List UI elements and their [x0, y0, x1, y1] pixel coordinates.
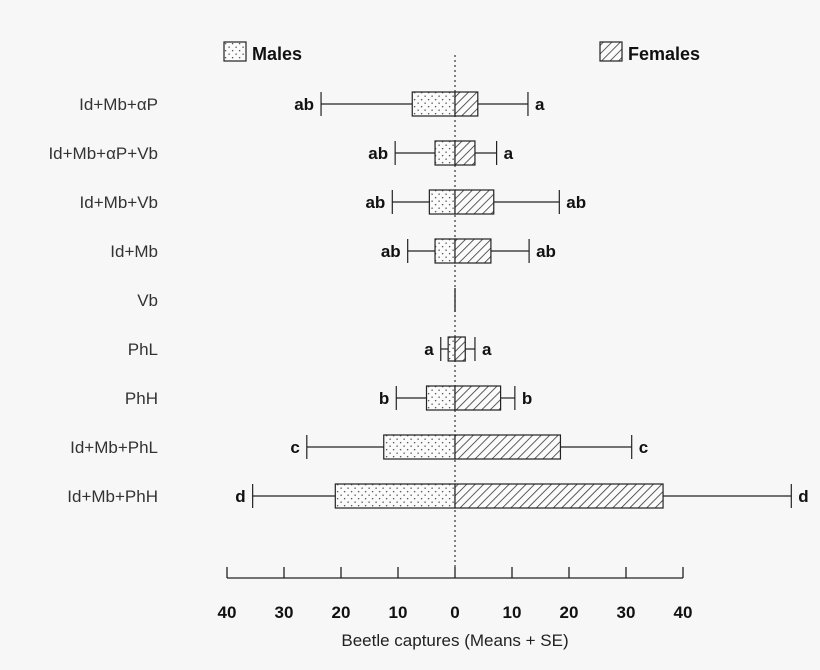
females-bar [454, 91, 479, 117]
males-bar [428, 189, 456, 215]
males-bar [425, 385, 456, 411]
row-2: Id+Mb+Vb ab ab [80, 189, 586, 215]
category-label: Id+Mb+αP [79, 95, 158, 114]
chart-rows: Id+Mb+αP ab aId+Mb+αP+Vb ab aId+Mb+Vb ab abId+… [48, 91, 809, 509]
legend-males-swatch [223, 41, 247, 62]
x-axis-title: Beetle captures (Means + SE) [341, 631, 568, 650]
females-sig-letter: a [482, 340, 492, 359]
x-tick-label: 30 [275, 603, 294, 622]
x-tick-label: 30 [617, 603, 636, 622]
males-sig-letter: b [379, 389, 389, 408]
row-6: PhH b b [125, 385, 532, 411]
females-bar [454, 483, 664, 509]
row-1: Id+Mb+αP+Vb ab a [48, 140, 514, 166]
females-sig-letter: ab [566, 193, 586, 212]
males-bar [411, 91, 456, 117]
category-label: Vb [137, 291, 158, 310]
x-tick-label: 20 [560, 603, 579, 622]
females-sig-letter: b [522, 389, 532, 408]
females-sig-letter: c [639, 438, 648, 457]
males-bar [383, 434, 456, 460]
females-sig-letter: a [504, 144, 514, 163]
category-label: PhL [128, 340, 158, 359]
row-3: Id+Mb ab ab [110, 238, 556, 264]
category-label: Id+Mb [110, 242, 158, 261]
males-bar [434, 238, 456, 264]
category-label: PhH [125, 389, 158, 408]
males-sig-letter: ab [294, 95, 314, 114]
row-5: PhL a a [128, 336, 492, 362]
females-bar [454, 336, 466, 362]
males-bar [434, 140, 456, 166]
females-sig-letter: a [535, 95, 545, 114]
females-bar [454, 385, 502, 411]
category-label: Id+Mb+αP+Vb [48, 144, 158, 163]
females-bar [454, 238, 492, 264]
row-4: Vb [137, 288, 456, 312]
x-tick-label: 20 [332, 603, 351, 622]
females-sig-letter: d [798, 487, 808, 506]
males-bar [334, 483, 456, 509]
females-bar [454, 434, 562, 460]
males-sig-letter: d [235, 487, 245, 506]
legend-females-label: Females [628, 44, 700, 64]
x-tick-label: 40 [218, 603, 237, 622]
males-bar [447, 336, 456, 362]
males-sig-letter: ab [368, 144, 388, 163]
category-label: Id+Mb+Vb [80, 193, 158, 212]
females-bar [454, 189, 495, 215]
males-sig-letter: c [290, 438, 299, 457]
row-8: Id+Mb+PhH d d [67, 483, 809, 509]
males-sig-letter: a [424, 340, 434, 359]
x-tick-label: 10 [389, 603, 408, 622]
males-sig-letter: ab [365, 193, 385, 212]
x-tick-label: 10 [503, 603, 522, 622]
males-sig-letter: ab [381, 242, 401, 261]
x-tick-label: 0 [450, 603, 459, 622]
category-label: Id+Mb+PhL [70, 438, 158, 457]
category-label: Id+Mb+PhH [67, 487, 158, 506]
row-0: Id+Mb+αP ab a [79, 91, 545, 117]
legend: Males Females [223, 41, 700, 64]
legend-males-label: Males [252, 44, 302, 64]
row-7: Id+Mb+PhL c c [70, 434, 648, 460]
legend-females-swatch [599, 41, 623, 62]
females-sig-letter: ab [536, 242, 556, 261]
x-axis: 40 30 20 10 0 10 20 30 40 [218, 567, 693, 622]
x-tick-label: 40 [674, 603, 693, 622]
females-bar [454, 140, 476, 166]
